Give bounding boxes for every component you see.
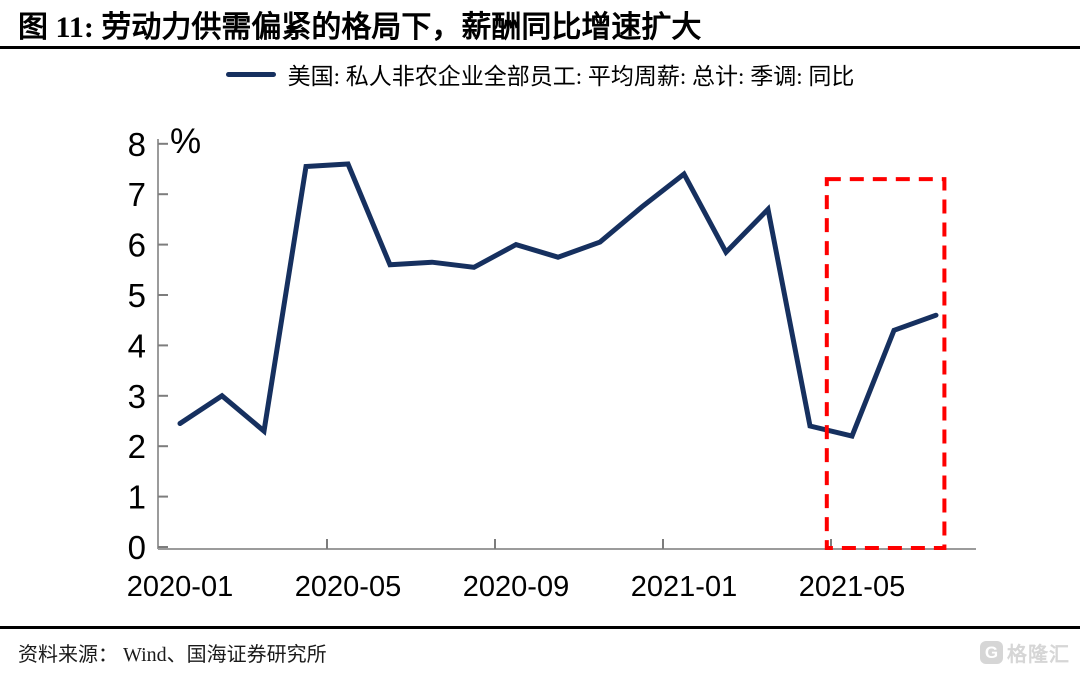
figure-header: 图 11: 劳动力供需偏紧的格局下，薪酬同比增速扩大 <box>0 0 1080 46</box>
line-chart: 0 1 2 3 4 5 6 7 8 % 2020-01 2020-05 2020-09 2021-01 20… <box>127 122 976 603</box>
x-tick-label: 2021-01 <box>631 571 737 603</box>
highlight-dashed-box <box>824 177 947 550</box>
legend-label: 美国: 私人非农企业全部员工: 平均周薪: 总计: 季调: 同比 <box>287 64 855 89</box>
x-tick-label: 2021-05 <box>799 571 905 603</box>
y-axis-unit-label: % <box>170 122 201 161</box>
y-tick-label: 4 <box>128 327 146 364</box>
y-tick-label: 3 <box>128 378 146 415</box>
figure-title: 图 11: 劳动力供需偏紧的格局下，薪酬同比增速扩大 <box>18 11 702 44</box>
title-divider <box>0 46 1080 49</box>
x-tick-label: 2020-09 <box>463 571 569 603</box>
footer-divider <box>0 626 1080 629</box>
source-note: 资料来源： Wind、国海证券研究所 <box>18 644 327 666</box>
gelonghui-logo-text: 格隆汇 <box>1007 644 1070 666</box>
y-tick-label: 7 <box>128 176 146 213</box>
y-tick-label: 0 <box>128 529 146 566</box>
x-tick-label: 2020-01 <box>127 571 233 603</box>
y-tick-label: 5 <box>128 277 146 314</box>
x-tick-label: 2020-05 <box>295 571 401 603</box>
chart-legend: 美国: 私人非农企业全部员工: 平均周薪: 总计: 季调: 同比 <box>0 49 1080 99</box>
figure-footer: 资料来源： Wind、国海证券研究所 G 格隆汇 <box>0 629 1080 667</box>
y-tick-label: 6 <box>128 227 146 264</box>
gelonghui-g-icon: G <box>980 641 1003 664</box>
gelonghui-logo: G 格隆汇 <box>980 638 1070 667</box>
y-tick-label: 8 <box>128 126 146 163</box>
legend-line-sample <box>225 71 276 77</box>
y-tick-label: 2 <box>128 428 146 465</box>
series-line-us-avg-weekly-earnings-yoy <box>177 161 939 440</box>
y-tick-label: 1 <box>128 479 146 516</box>
